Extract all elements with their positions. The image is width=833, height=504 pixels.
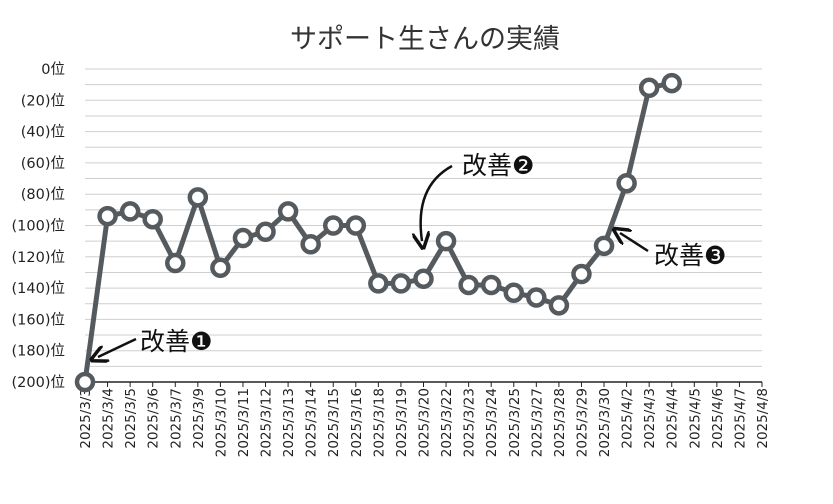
data-point (616, 172, 637, 194)
data-point (661, 72, 682, 94)
data-point (74, 371, 96, 393)
x-tick-label: 2025/4/3 (642, 388, 658, 449)
data-point (390, 273, 412, 294)
y-tick-label: (100)位 (12, 218, 66, 235)
x-tick-label: 2025/3/6 (146, 388, 162, 449)
x-tick-label: 2025/3/23 (462, 388, 478, 457)
x-tick-label: 2025/3/10 (213, 388, 229, 457)
data-point (458, 274, 479, 296)
x-tick-label: 2025/3/25 (507, 388, 523, 457)
data-point (142, 208, 163, 230)
x-tick-label: 2025/4/5 (687, 388, 703, 449)
x-tick-label: 2025/3/15 (326, 388, 342, 457)
series-line (74, 72, 682, 393)
data-point (165, 252, 186, 274)
x-tick-label: 2025/3/19 (394, 388, 410, 457)
x-tick-label: 2025/3/29 (574, 388, 590, 457)
data-point (571, 263, 592, 285)
x-tick-label: 2025/4/7 (732, 388, 748, 449)
annotation-arrow-2 (421, 164, 453, 241)
y-tick-label: (180)位 (12, 343, 66, 360)
x-tick-label: 2025/3/20 (417, 388, 433, 457)
x-tick-label: 2025/4/6 (710, 388, 726, 449)
y-tick-label: (20)位 (21, 92, 65, 109)
y-tick-label: (40)位 (21, 124, 65, 141)
x-tick-label: 2025/3/12 (259, 388, 275, 457)
y-tick-label: (120)位 (12, 249, 66, 266)
data-point (435, 230, 457, 252)
data-point (210, 257, 231, 279)
x-tick-label: 2025/3/24 (484, 388, 500, 457)
x-tick-label: 2025/3/16 (349, 388, 365, 457)
y-tick-label: (80)位 (21, 186, 65, 203)
grid-lines (85, 68, 762, 367)
x-tick-label: 2025/3/3 (78, 388, 94, 449)
data-point (526, 287, 547, 308)
x-tick-label: 2025/3/11 (236, 388, 252, 457)
y-tick-label: 0位 (41, 61, 65, 78)
y-tick-label: (200)位 (12, 374, 66, 391)
data-point (232, 227, 254, 249)
data-point (638, 77, 660, 99)
x-tick-label: 2025/3/18 (371, 388, 387, 457)
data-point (593, 235, 615, 257)
y-tick-label: (160)位 (12, 311, 66, 328)
data-point (345, 215, 367, 236)
annotation-arrow-3 (620, 233, 649, 253)
data-point (322, 215, 344, 236)
data-point (503, 282, 525, 304)
x-tick-label: 2025/3/4 (101, 388, 117, 449)
annotation-label-2: 改善❷ (462, 151, 534, 180)
x-tick-label: 2025/3/27 (529, 388, 545, 457)
x-tick-label: 2025/3/9 (191, 388, 207, 449)
data-point (97, 205, 118, 227)
x-tick-label: 2025/3/5 (123, 388, 139, 449)
chart-title: サポート生さんの実績 (290, 24, 560, 55)
x-tick-label: 2025/3/14 (304, 388, 320, 457)
x-axis: 2025/3/3 2025/3/4 2025/3/5 2025/3/6 2025/3/7… (78, 381, 771, 457)
annotation-label-3: 改善❸ (654, 241, 726, 270)
x-tick-label: 2025/3/30 (597, 388, 613, 457)
data-point (368, 273, 389, 294)
x-tick-label: 2025/3/13 (281, 388, 297, 457)
x-tick-label: 2025/3/28 (552, 388, 568, 457)
data-point (480, 274, 502, 296)
data-point (548, 295, 570, 316)
annotation-arrow-1 (98, 337, 137, 357)
x-tick-label: 2025/4/2 (620, 388, 636, 449)
data-point (255, 221, 276, 243)
y-tick-label: (60)位 (21, 155, 65, 172)
data-point (413, 268, 434, 289)
x-tick-label: 2025/3/7 (168, 388, 184, 449)
annotation-label-1: 改善❶ (140, 327, 212, 356)
data-point (187, 187, 209, 208)
x-tick-label: 2025/4/4 (665, 388, 681, 449)
x-tick-label: 2025/4/8 (755, 388, 771, 449)
data-point (277, 201, 299, 222)
data-point (300, 234, 321, 255)
data-point (119, 201, 141, 222)
y-axis: 0位 (20)位 (40)位 (60)位 (80)位 (100)位 (120)位 (140)位… (12, 61, 66, 391)
y-tick-label: (140)位 (12, 280, 66, 297)
x-tick-label: 2025/3/22 (439, 388, 455, 457)
